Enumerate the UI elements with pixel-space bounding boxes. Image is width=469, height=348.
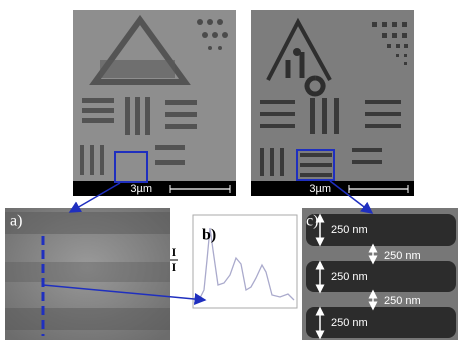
panel-a: a) <box>5 208 170 340</box>
dimension-label: 250 nm <box>384 295 421 307</box>
panel-label: b) <box>202 227 216 244</box>
panel-b: b) I I <box>170 215 297 308</box>
panel-label: a) <box>10 213 22 230</box>
figure: 3µm 3µm a) <box>0 0 469 343</box>
dimension-label: 250 nm <box>331 317 368 329</box>
dimension-label: 250 nm <box>384 250 421 262</box>
panel-c: 250 nm 250 nm 250 nm 250 nm 250 nm c) <box>302 208 458 340</box>
sem-image-left: 3µm <box>73 10 236 196</box>
scale-bar-label: 3µm <box>130 183 152 195</box>
panel-label: c) <box>306 213 318 230</box>
sem-image-right: 3µm <box>251 10 414 196</box>
dimension-label: 250 nm <box>331 271 368 283</box>
y-axis-label: I <box>172 245 177 259</box>
page: {"scale_bars": [{"label": "3µm"}, {"labe… <box>0 0 469 343</box>
dimension-label: 250 nm <box>331 224 368 236</box>
y-axis-label: I <box>172 260 177 274</box>
scale-bar-label: 3µm <box>309 183 331 195</box>
